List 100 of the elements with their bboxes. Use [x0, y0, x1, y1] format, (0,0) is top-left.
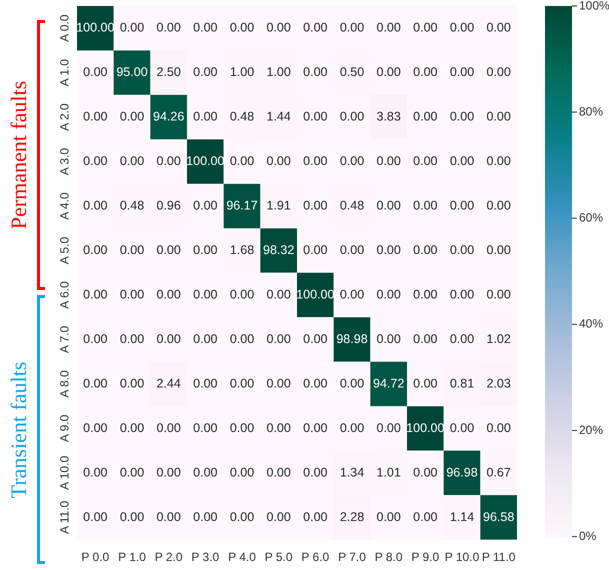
data-label: 0.00 [120, 465, 144, 480]
data-label: 0.00 [413, 198, 438, 213]
y-tick-label: A 4.0 [57, 192, 72, 220]
data-label: 0.00 [193, 243, 218, 258]
x-tick-label: P 11.0 [482, 550, 516, 564]
data-label: 0.00 [376, 332, 401, 346]
data-label: 95.00 [116, 65, 148, 80]
data-label: 0.00 [450, 243, 474, 258]
data-label: 0.81 [450, 376, 474, 390]
data-label: 0.00 [303, 110, 328, 124]
data-label: 0.00 [193, 465, 218, 480]
color-bar-label: 40% [579, 316, 604, 331]
data-label: 0.00 [266, 287, 291, 302]
data-label: 0.00 [486, 20, 511, 35]
data-label: 1.14 [450, 510, 474, 524]
data-label: 0.00 [193, 510, 218, 524]
data-label: 0.96 [156, 198, 181, 213]
data-label: 0.00 [486, 287, 511, 302]
data-label: 2.03 [486, 376, 511, 390]
data-label: 0.00 [193, 198, 218, 213]
data-label: 0.00 [340, 154, 364, 168]
data-label: 0.00 [303, 332, 328, 346]
data-label: 2.44 [156, 376, 181, 390]
data-label: 0.50 [340, 65, 364, 80]
data-label: 98.32 [263, 243, 294, 258]
data-label: 0.00 [120, 110, 144, 124]
text: Permanent faults [6, 80, 32, 230]
data-label: 0.00 [83, 110, 108, 124]
data-label: 0.00 [413, 65, 438, 80]
data-label: 0.00 [120, 243, 144, 258]
data-label: 98.98 [336, 332, 368, 346]
data-label: 0.00 [486, 65, 511, 80]
data-label: 0.00 [376, 420, 401, 435]
data-label: 0.00 [120, 510, 144, 524]
data-label: 0.00 [340, 420, 364, 435]
data-label: 0.00 [230, 376, 254, 390]
data-label: 0.00 [340, 110, 364, 124]
data-label: 0.00 [83, 243, 108, 258]
data-label: 0.00 [303, 465, 328, 480]
color-bar-label: 100% [579, 0, 609, 12]
data-label: 0.00 [450, 198, 474, 213]
data-label: 0.00 [230, 420, 254, 435]
color-bar-label: 60% [579, 210, 604, 225]
data-label: 0.00 [303, 154, 328, 168]
data-label: 0.00 [376, 243, 401, 258]
text: Transient faults [6, 361, 32, 498]
data-label: 0.00 [413, 376, 438, 390]
y-tick-label: A 11.0 [57, 500, 72, 534]
data-label: 0.00 [450, 110, 474, 124]
data-label: 0.00 [376, 198, 401, 213]
data-label: 0.00 [156, 465, 181, 480]
y-tick-label: A 0.0 [57, 14, 72, 42]
data-label: 0.00 [83, 154, 108, 168]
data-label: 0.00 [83, 420, 108, 435]
y-tick-label: A 10.0 [57, 456, 72, 490]
y-tick-label: A 8.0 [57, 370, 72, 398]
data-label: 0.00 [413, 110, 438, 124]
x-tick-label: P 5.0 [264, 550, 293, 564]
data-label: 0.00 [340, 287, 364, 302]
data-label: 0.00 [340, 376, 364, 390]
data-label: 96.58 [483, 510, 514, 524]
color-bar-label: 0% [579, 528, 597, 543]
x-tick-label: P 7.0 [338, 550, 366, 564]
data-label: 0.48 [340, 198, 364, 213]
data-label: 0.00 [303, 65, 328, 80]
data-label: 0.48 [120, 198, 144, 213]
data-label: 0.00 [120, 154, 144, 168]
y-tick-label: A 9.0 [57, 414, 72, 442]
data-label: 0.00 [266, 332, 291, 346]
data-label: 0.00 [83, 65, 108, 80]
data-label: 0.00 [376, 510, 401, 524]
data-label: 0.00 [156, 287, 181, 302]
data-label: 0.00 [486, 198, 511, 213]
data-label: 0.00 [266, 154, 291, 168]
data-label: 0.00 [486, 154, 511, 168]
data-label: 0.67 [486, 465, 511, 480]
data-label: 0.00 [156, 332, 181, 346]
data-label: 0.00 [486, 110, 511, 124]
data-label: 0.00 [193, 110, 218, 124]
data-label: 0.00 [266, 376, 291, 390]
data-label: 96.17 [226, 198, 258, 213]
data-label: 0.00 [266, 465, 291, 480]
data-label: 0.00 [230, 465, 254, 480]
y-tick-label: A 6.0 [57, 281, 72, 309]
data-label: 0.00 [266, 510, 291, 524]
data-label: 1.00 [230, 65, 254, 80]
data-label: 0.00 [376, 65, 401, 80]
data-label: 0.00 [376, 154, 401, 168]
data-label: 0.00 [193, 420, 218, 435]
x-tick-label: P 8.0 [374, 550, 403, 564]
data-label: 0.00 [83, 510, 108, 524]
data-label: 0.00 [156, 243, 181, 258]
x-tick-label: P 10.0 [444, 550, 480, 564]
data-label: 1.68 [230, 243, 254, 258]
data-label: 0.00 [303, 420, 328, 435]
data-label: 0.00 [230, 20, 254, 35]
y-tick-label: A 2.0 [57, 103, 72, 131]
data-label: 0.00 [450, 20, 474, 35]
data-label: 1.34 [340, 465, 364, 480]
data-label: 0.00 [120, 376, 144, 390]
